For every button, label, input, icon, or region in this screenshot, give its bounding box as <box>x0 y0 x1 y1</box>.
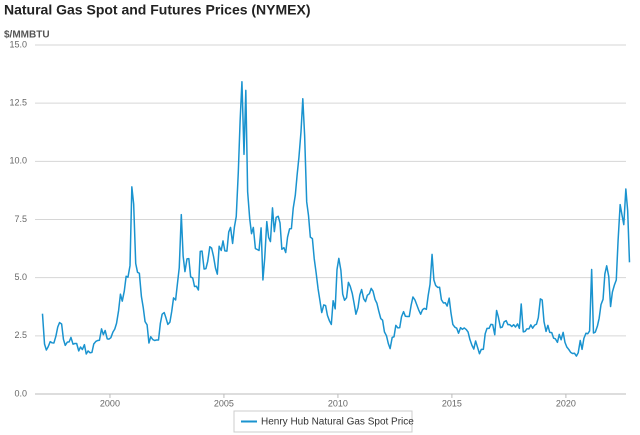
y-tick-label: 2.5 <box>14 330 27 340</box>
legend-label: Henry Hub Natural Gas Spot Price <box>261 417 414 428</box>
x-tick-label: 2010 <box>328 398 348 408</box>
legend-box <box>233 410 413 433</box>
y-tick-label: 10.0 <box>9 156 27 166</box>
y-axis-label: $/MMBTU <box>4 30 50 41</box>
y-tick-label: 0.0 <box>14 388 27 398</box>
chart-title: Natural Gas Spot and Futures Prices (NYM… <box>4 2 311 18</box>
x-tick-label: 2000 <box>100 398 120 408</box>
x-tick-label: 2020 <box>556 398 576 408</box>
x-tick-label: 2015 <box>442 398 462 408</box>
y-tick-label: 15.0 <box>9 39 27 49</box>
y-tick-label: 5.0 <box>14 272 27 282</box>
price-line <box>41 81 631 357</box>
x-tick-label: 2005 <box>214 398 234 408</box>
y-tick-label: 12.5 <box>9 98 27 108</box>
y-tick-label: 7.5 <box>14 214 27 224</box>
